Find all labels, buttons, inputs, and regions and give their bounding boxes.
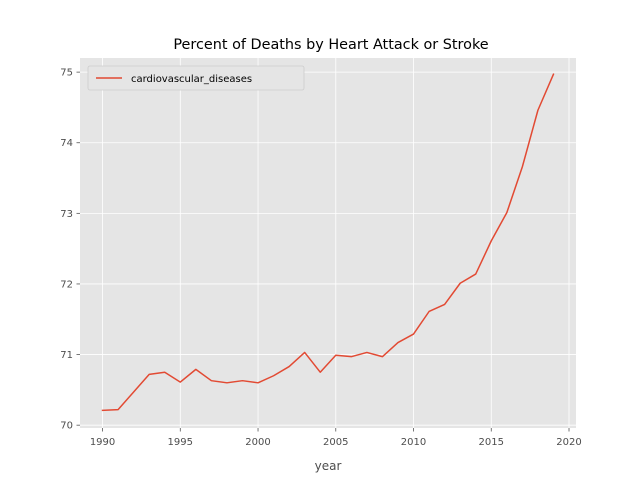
legend-box <box>87 65 305 91</box>
x-tick-label: 2010 <box>401 437 426 448</box>
x-tick-label: 2000 <box>245 437 270 448</box>
x-tick-label: 1990 <box>90 437 115 448</box>
y-tick-label: 73 <box>60 209 73 220</box>
x-tick-label: 1995 <box>168 437 193 448</box>
x-tick-label: 2015 <box>479 437 504 448</box>
plot-area: 1990 1995 2000 2005 2010 2015 2020 70 71 72 73 74 75… <box>60 58 582 448</box>
series-line-cardiovascular-diseases <box>101 73 555 412</box>
x-tick-label: 2020 <box>556 437 581 448</box>
y-tick-label: 70 <box>60 421 73 432</box>
plot-background <box>80 58 576 428</box>
y-tick-label: 75 <box>60 68 73 79</box>
x-tick-label: 2005 <box>323 437 348 448</box>
y-tick-label: 71 <box>60 350 73 361</box>
legend-entry: cardiovascular_diseases <box>131 74 252 85</box>
x-axis-label: year <box>315 459 342 473</box>
y-tick-label: 72 <box>60 279 73 290</box>
y-tick-label: 74 <box>60 138 73 149</box>
chart-title: Percent of Deaths by Heart Attack or Str… <box>173 37 488 53</box>
